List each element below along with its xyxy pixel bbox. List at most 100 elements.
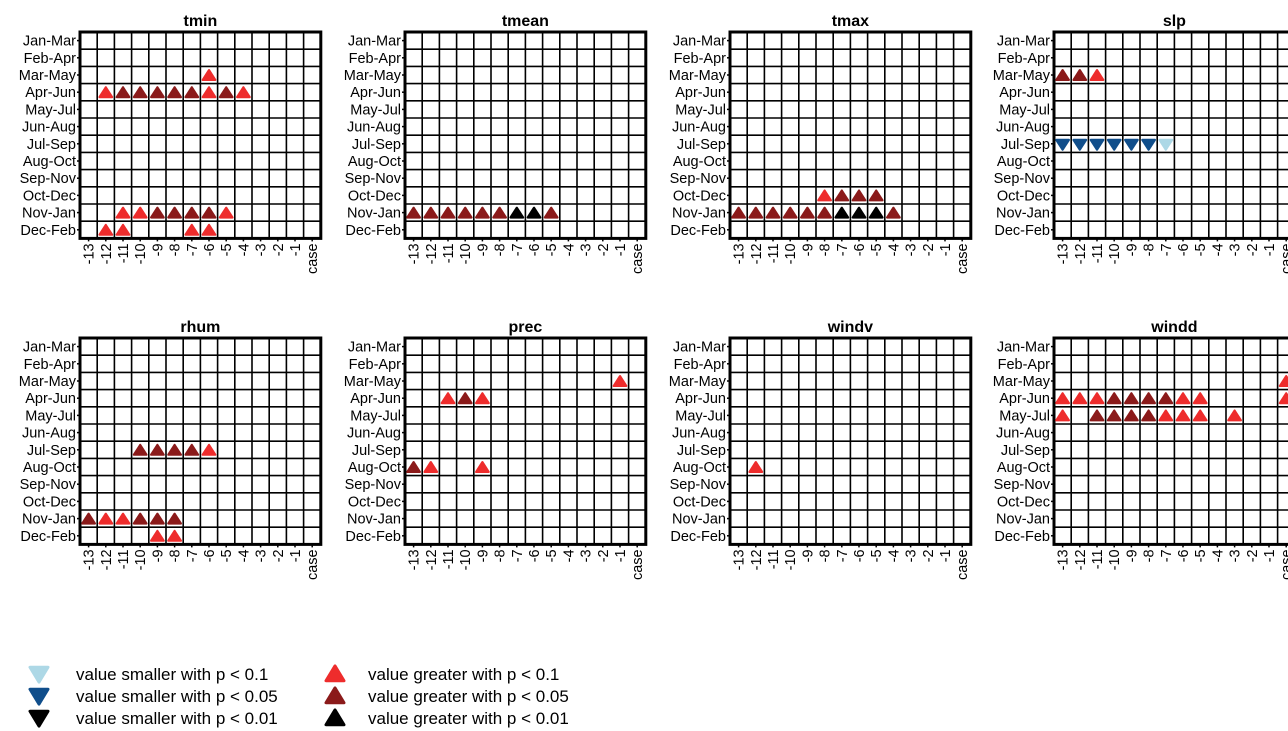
x-tick-label: case — [305, 549, 321, 580]
x-tick-label: -12 — [1073, 243, 1089, 264]
x-tick-label: -13 — [1056, 549, 1072, 570]
x-tick-label: -6 — [1176, 549, 1192, 562]
x-tick-label: -13 — [82, 243, 98, 264]
y-tick-label: Aug-Oct — [348, 460, 401, 476]
panel-windd: windd Jan-MarFeb-AprMar-MayApr-JunMay-Jul… — [993, 319, 1288, 580]
y-tick-label: May-Jul — [675, 408, 726, 424]
panels: tminJan-MarFeb-AprMar-MayApr-JunMay-JulJ… — [19, 13, 1288, 580]
marker-g05 — [1124, 392, 1139, 405]
marker-g05 — [765, 206, 781, 219]
x-tick-label: -2 — [921, 549, 937, 562]
x-tick-label: -10 — [458, 243, 474, 264]
y-tick-label: Dec-Feb — [345, 529, 401, 545]
x-tick-label: -6 — [852, 243, 868, 256]
x-tick-label: -7 — [510, 243, 526, 256]
panel-title: tmax — [832, 13, 869, 30]
legend-symbol — [28, 687, 50, 706]
panel-frame — [78, 336, 323, 546]
y-tick-label: Sep-Nov — [20, 171, 77, 187]
marker-g1 — [1175, 392, 1191, 405]
x-tick-label: -7 — [1159, 549, 1175, 562]
y-tick-label: Apr-Jun — [999, 85, 1050, 101]
x-tick-label: -12 — [749, 243, 765, 264]
marker-g05 — [150, 512, 165, 525]
y-tick-label: Mar-May — [993, 374, 1051, 390]
y-tick-label: Aug-Oct — [997, 154, 1050, 170]
marker-g01 — [526, 206, 542, 219]
y-tick-label: Mar-May — [19, 68, 77, 84]
x-tick-label: -9 — [800, 549, 816, 562]
marker-g1 — [218, 206, 234, 219]
marker-g05 — [475, 206, 490, 219]
marker-s05 — [1072, 138, 1088, 151]
marker-s05 — [1089, 138, 1105, 151]
y-tick-label: Jul-Sep — [352, 137, 401, 153]
grid — [1054, 338, 1288, 545]
y-tick-label: Sep-Nov — [20, 477, 77, 493]
y-tick-label: Aug-Oct — [673, 460, 726, 476]
marker-g05 — [457, 206, 473, 219]
marker-g05 — [782, 206, 798, 219]
y-tick-label: Dec-Feb — [994, 529, 1050, 545]
marker-g1 — [1055, 409, 1070, 422]
marker-g01 — [868, 206, 884, 219]
x-tick-label: -4 — [1210, 243, 1226, 256]
y-tick-label: Feb-Apr — [998, 51, 1051, 67]
marker-g05 — [1141, 392, 1156, 405]
y-tick-label: Jan-Mar — [673, 340, 726, 356]
y-tick-label: Jul-Sep — [677, 137, 726, 153]
x-tick-label: case — [955, 549, 971, 580]
marker-g05 — [115, 86, 131, 99]
legend-symbol — [324, 664, 346, 683]
y-tick-label: May-Jul — [25, 102, 76, 118]
y-tick-label: Sep-Nov — [345, 477, 402, 493]
x-tick-label: case — [955, 243, 971, 274]
x-tick-label: -2 — [921, 243, 937, 256]
y-tick-label: Nov-Jan — [996, 206, 1050, 222]
y-tick-label: May-Jul — [350, 408, 401, 424]
marker-g05 — [184, 206, 200, 219]
marker-g1 — [1192, 409, 1208, 422]
marker-g01 — [834, 206, 850, 219]
x-tick-label: -6 — [527, 243, 543, 256]
marker-g05 — [132, 86, 148, 99]
legend-item: value greater with p < 0.1 — [324, 664, 559, 684]
x-tick-label: -3 — [904, 243, 920, 256]
grid — [405, 32, 646, 239]
marker-g1 — [423, 461, 439, 474]
x-tick-label: -6 — [527, 549, 543, 562]
x-tick-label: -10 — [133, 243, 149, 264]
marker-g01 — [851, 206, 867, 219]
x-tick-label: -13 — [1056, 243, 1072, 264]
y-tick-label: Apr-Jun — [675, 85, 726, 101]
y-tick-label: Jan-Mar — [997, 34, 1050, 50]
panel-title: slp — [1163, 13, 1186, 30]
legend-item: value smaller with p < 0.1 — [28, 665, 268, 684]
y-tick-label: Dec-Feb — [670, 529, 726, 545]
x-tick-label: -1 — [938, 549, 954, 562]
y-tick-label: Apr-Jun — [999, 391, 1050, 407]
y-tick-label: Nov-Jan — [347, 512, 401, 528]
marker-g05 — [851, 189, 867, 202]
legend-item: value greater with p < 0.01 — [324, 708, 569, 728]
y-tick-label: Jan-Mar — [23, 34, 76, 50]
y-tick-label: Jan-Mar — [23, 340, 76, 356]
marker-g1 — [98, 86, 114, 99]
marker-g05 — [731, 206, 746, 219]
x-tick-label: -2 — [1245, 243, 1261, 256]
x-tick-label: -9 — [800, 243, 816, 256]
marker-g1 — [1089, 392, 1105, 405]
legend-label: value smaller with p < 0.05 — [76, 687, 278, 706]
grid — [80, 338, 321, 545]
marker-g1 — [748, 461, 764, 474]
x-tick-label: -1 — [613, 243, 629, 256]
x-tick-label: -1 — [288, 549, 304, 562]
y-tick-label: Oct-Dec — [23, 494, 76, 510]
y-tick-label: Jun-Aug — [347, 120, 401, 136]
x-tick-label: -10 — [133, 549, 149, 570]
panel-frame — [403, 30, 648, 240]
y-tick-label: Jun-Aug — [996, 426, 1050, 442]
panel-title: tmin — [184, 13, 218, 30]
y-tick-label: Dec-Feb — [670, 223, 726, 239]
panel-title: windv — [827, 319, 873, 336]
